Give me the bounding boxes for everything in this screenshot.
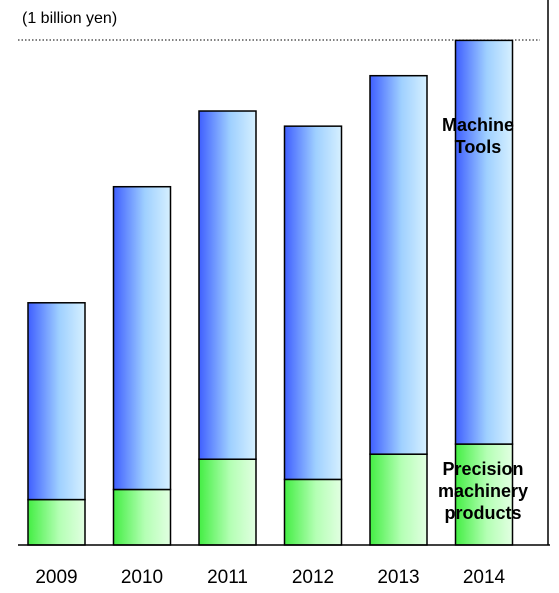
legend-label-machine-tools: Machine Tools (441, 115, 515, 157)
x-tick-label-2011: 2011 (207, 567, 248, 588)
bar-2013-precision-machinery (369, 453, 428, 546)
x-tick-label-2010: 2010 (120, 567, 164, 588)
bar-2014-machine-tools (454, 39, 514, 445)
bar-2010-precision-machinery (112, 488, 172, 546)
legend-label-precision-machinery: Precision machinery products (437, 459, 529, 523)
bar-2009-precision-machinery (27, 498, 86, 546)
bar-2013-machine-tools (369, 74, 428, 455)
bar-2011-precision-machinery (198, 458, 257, 546)
bar-2010-machine-tools (112, 185, 172, 491)
bar-2011-machine-tools (198, 110, 257, 460)
x-tick-label-2013: 2013 (377, 567, 420, 588)
bar-2014-precision-machinery (454, 443, 514, 546)
x-tick-label-2009: 2009 (35, 567, 78, 588)
unit-label: (1 billion yen) (22, 10, 118, 27)
bar-2012-machine-tools (283, 125, 343, 481)
x-tick-label-2014: 2014 (462, 567, 506, 588)
bar-2009-machine-tools (27, 302, 86, 501)
x-tick-label-2012: 2012 (291, 567, 335, 588)
bar-2012-precision-machinery (283, 478, 343, 546)
